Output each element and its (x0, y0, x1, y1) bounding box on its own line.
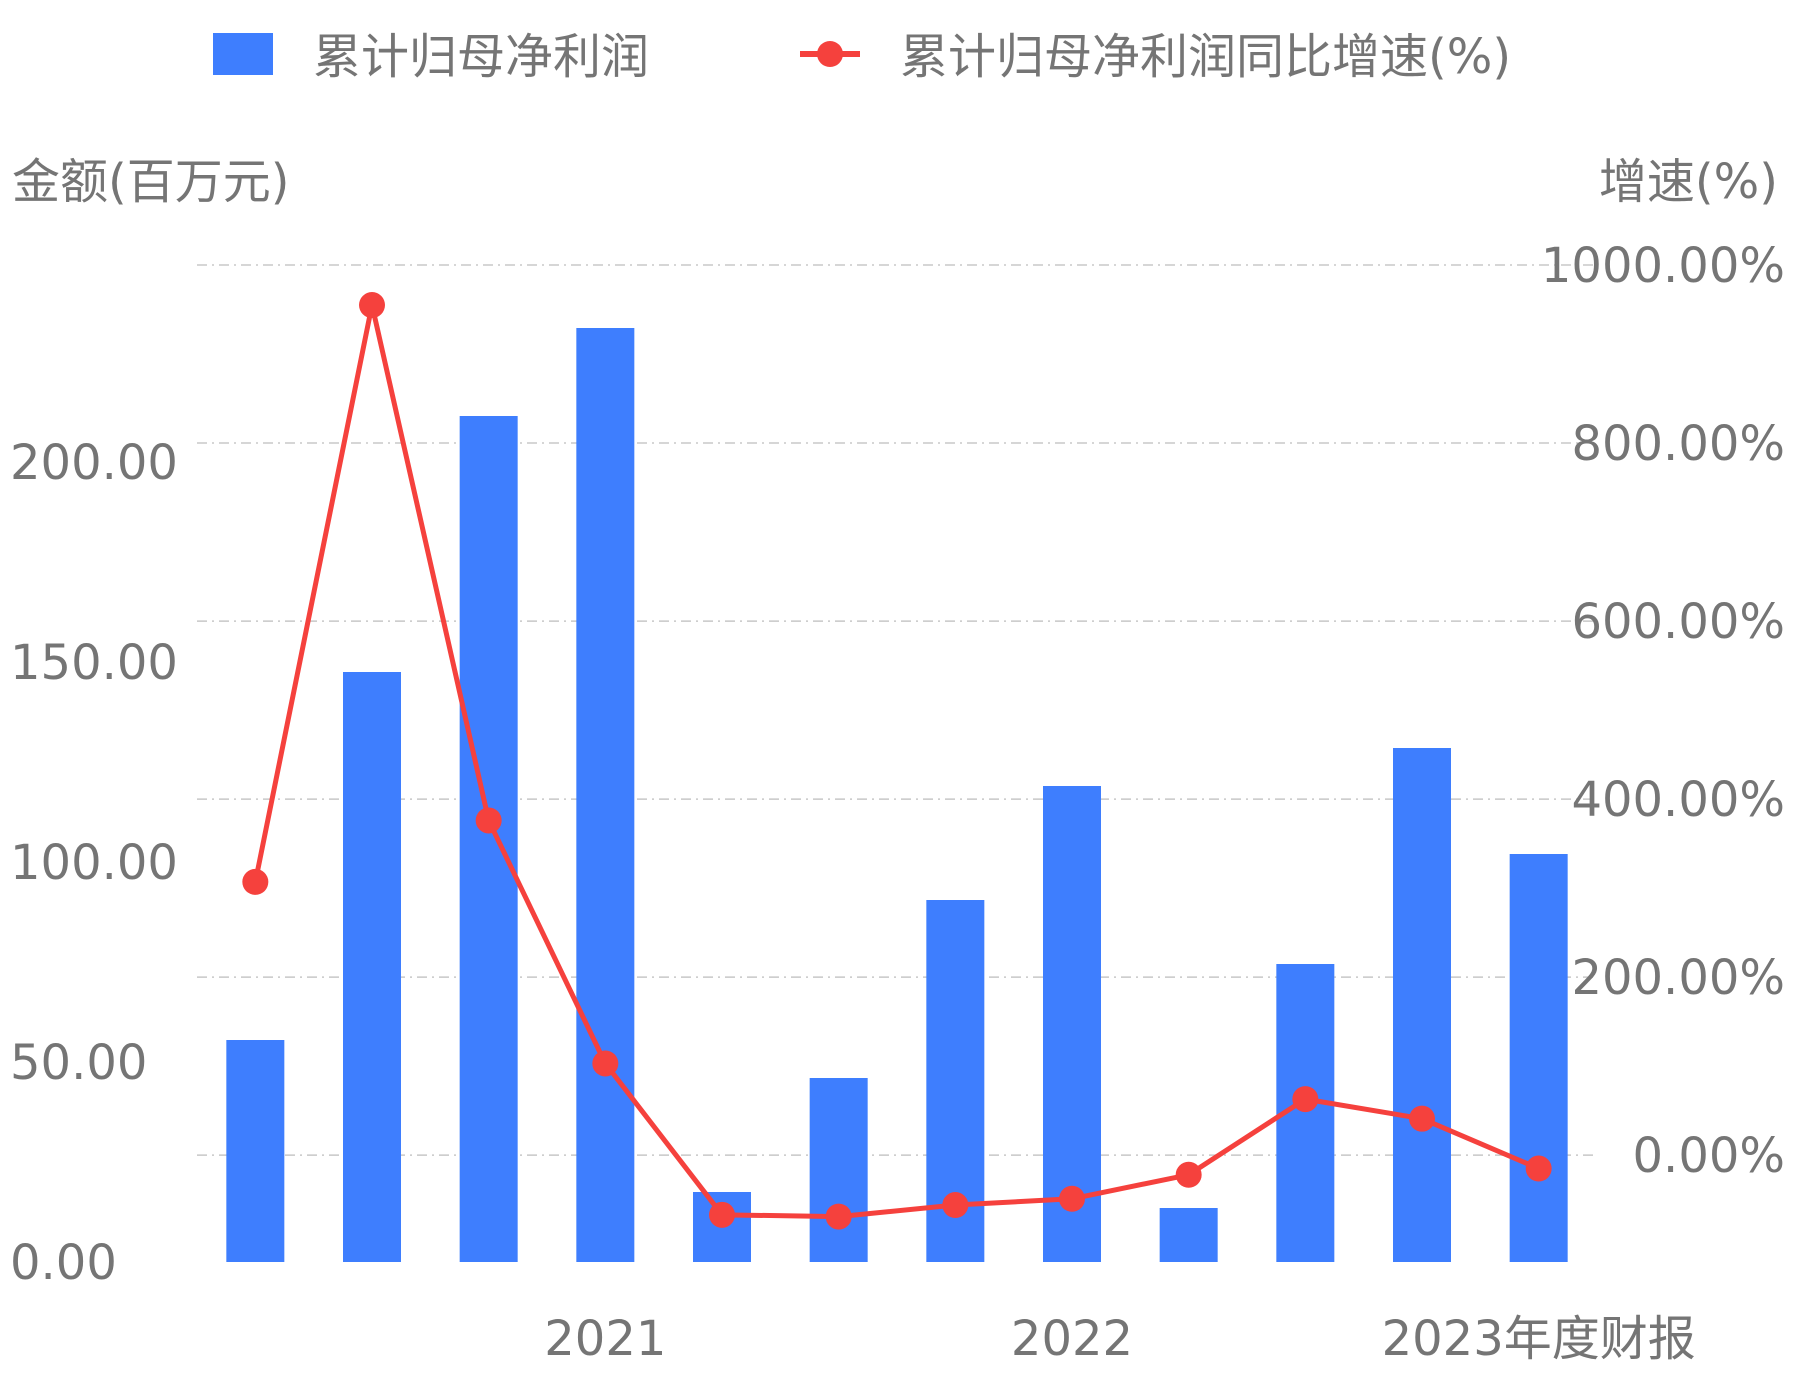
left-tick-label: 150.00 (10, 635, 178, 691)
growth-point (359, 292, 385, 319)
growth-point (1292, 1086, 1319, 1113)
bar (576, 328, 635, 1262)
bar-series (226, 328, 1568, 1262)
growth-point (1525, 1155, 1552, 1182)
legend-line-label: 累计归母净利润同比增速(%) (900, 29, 1511, 85)
x-axis-ticks: 2021 2022 2023年度财报 (544, 1311, 1695, 1367)
growth-point (1059, 1185, 1085, 1212)
left-axis-ticks: 0.00 50.00 100.00 150.00 200.00 (10, 435, 178, 1291)
legend-bar-swatch (213, 33, 273, 75)
legend-line-marker (817, 41, 843, 67)
bar (459, 416, 518, 1262)
left-tick-label: 50.00 (10, 1035, 147, 1091)
right-axis-ticks: 0.00% 200.00% 400.00% 600.00% 800.00% 1000.00… (1541, 238, 1785, 1184)
x-tick-label: 2023年度财报 (1382, 1311, 1696, 1367)
bar (1159, 1208, 1218, 1262)
left-axis-title: 金额(百万元) (12, 154, 289, 210)
right-tick-label: 600.00% (1571, 594, 1785, 650)
growth-point (592, 1050, 619, 1077)
left-tick-label: 0.00 (10, 1235, 117, 1291)
right-tick-label: 1000.00% (1541, 238, 1785, 294)
growth-point (709, 1201, 735, 1228)
gridlines (197, 264, 1597, 1156)
growth-point (1175, 1161, 1202, 1188)
bar (1043, 786, 1101, 1262)
growth-point (942, 1192, 969, 1219)
growth-point (825, 1203, 852, 1230)
bar (809, 1078, 868, 1262)
right-tick-label: 800.00% (1571, 416, 1785, 472)
x-tick-label: 2022 (1011, 1311, 1133, 1367)
bar (343, 672, 401, 1262)
left-tick-label: 100.00 (10, 835, 178, 891)
legend: 累计归母净利润 累计归母净利润同比增速(%) (213, 29, 1511, 85)
line-series (242, 292, 1552, 1230)
growth-line (252, 302, 1540, 1220)
growth-point (1409, 1105, 1435, 1132)
right-tick-label: 200.00% (1571, 950, 1785, 1006)
right-axis-title: 增速(%) (1599, 154, 1778, 210)
bar (1509, 854, 1568, 1262)
growth-point (475, 807, 502, 834)
x-tick-label: 2021 (544, 1311, 666, 1367)
bar (1393, 748, 1451, 1262)
growth-point (242, 868, 269, 895)
right-tick-label: 0.00% (1633, 1128, 1785, 1184)
legend-bar-label: 累计归母净利润 (313, 29, 649, 85)
right-tick-label: 400.00% (1571, 772, 1785, 828)
left-tick-label: 200.00 (10, 435, 178, 491)
bar (226, 1040, 285, 1262)
